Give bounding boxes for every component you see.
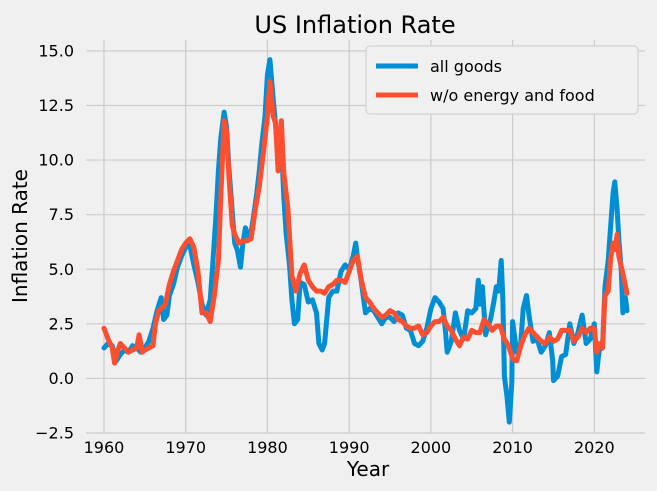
x-tick-label: 1970 [165,438,206,457]
legend-box [365,45,639,115]
x-tick-label: 1960 [84,438,125,457]
y-tick-label: 2.5 [49,314,74,333]
y-tick-label: 5.0 [49,260,74,279]
series-lines [101,57,630,425]
y-tick-label: 12.5 [38,96,74,115]
chart-title: US Inflation Rate [254,11,455,39]
legend-label-core: w/o energy and food [430,86,595,105]
x-tick-labels: 1960 1970 1980 1990 2000 2010 2020 [84,438,615,457]
legend: all goods w/o energy and food [365,45,639,115]
y-tick-label: 15.0 [38,41,74,60]
y-axis-label: Inflation Rate [8,169,32,303]
y-tick-label: 0.0 [49,369,74,388]
x-tick-label: 1980 [247,438,288,457]
x-tick-label: 2020 [574,438,615,457]
y-tick-label: 7.5 [49,205,74,224]
x-axis-label: Year [346,457,390,481]
y-tick-labels: −2.5 0.0 2.5 5.0 7.5 10.0 12.5 15.0 [35,41,74,442]
series-line-core [101,79,630,366]
legend-label-all-goods: all goods [430,57,502,76]
x-tick-label: 2010 [492,438,533,457]
y-tick-label: −2.5 [35,424,74,443]
x-tick-label: 2000 [411,438,452,457]
x-tick-label: 1990 [329,438,370,457]
y-tick-label: 10.0 [38,151,74,170]
